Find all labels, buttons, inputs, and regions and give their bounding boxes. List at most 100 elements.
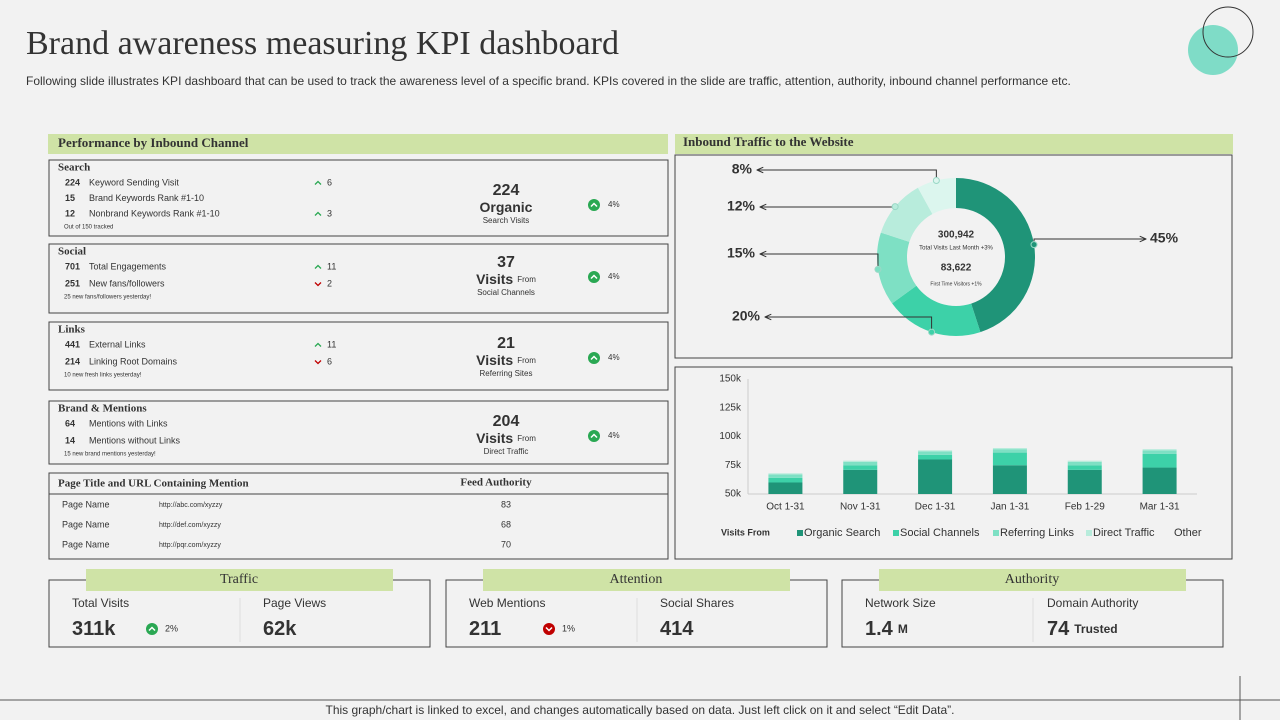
channel-note: Out of 150 tracked (64, 225, 113, 231)
legend-swatch (993, 530, 999, 536)
donut-annotation: 83,622 (941, 263, 972, 274)
kpi-label: Network Size (865, 596, 936, 610)
bar-segment (843, 465, 878, 470)
kpi-header (483, 569, 790, 591)
big-label-main: Organic (480, 199, 533, 215)
kpi-title: Attention (610, 572, 663, 587)
bar-segment (843, 469, 878, 494)
kpi-header (879, 569, 1186, 591)
leader-dot (874, 265, 882, 273)
decor-ring (1202, 6, 1254, 58)
row-value: 64 (65, 418, 75, 428)
sub-label: Social Channels (477, 288, 535, 297)
row-label: Nonbrand Keywords Rank #1-10 (89, 208, 220, 218)
channel-name: Links (58, 324, 86, 336)
channel-box (48, 321, 669, 391)
donut-label: 12% (727, 198, 756, 214)
table-value: 70 (501, 539, 511, 549)
kpi-number: 74 (1047, 618, 1070, 640)
bar-segment (1142, 449, 1177, 451)
leader-dot (932, 176, 940, 184)
big-label: Visits From (476, 271, 536, 287)
row-value: 251 (65, 278, 80, 288)
change-badge (588, 352, 600, 364)
kpi-header (86, 569, 393, 591)
legend-label: Direct Traffic (1093, 527, 1155, 539)
bar-segment (1067, 469, 1102, 494)
row-value: 15 (65, 193, 75, 203)
row-value: 14 (65, 435, 75, 445)
kpi-change: 2% (165, 623, 178, 633)
kpi-label: Page Views (263, 596, 326, 610)
row-label: External Links (89, 339, 146, 349)
row-value: 12 (65, 208, 75, 218)
row-label: New fans/followers (89, 278, 165, 288)
panel-header (675, 134, 1233, 154)
big-label-suffix: From (517, 356, 536, 365)
bar-segment (992, 452, 1027, 466)
y-tick-label: 50k (725, 489, 742, 500)
kpi-value: 311k (72, 618, 116, 640)
panel-title: Performance by Inbound Channel (58, 135, 249, 150)
table-box (48, 472, 669, 560)
bar-segment (1142, 467, 1177, 494)
kpi-title: Traffic (220, 572, 258, 587)
change-badge (146, 623, 158, 635)
row-value: 214 (65, 356, 80, 366)
kpi-value: 414 (660, 618, 694, 640)
channel-name: Social (58, 246, 86, 258)
row-change: 11 (327, 261, 336, 271)
up-arrow (314, 342, 322, 347)
kpi-unit: M (898, 622, 908, 636)
channel-name: Brand & Mentions (58, 403, 147, 415)
sub-label: Direct Traffic (484, 447, 529, 456)
change-badge (543, 623, 555, 635)
row-change: 6 (327, 356, 332, 366)
table-page: Page Name (62, 539, 110, 549)
row-label: Mentions with Links (89, 418, 168, 428)
row-change: 2 (327, 278, 332, 288)
leader-dot (928, 328, 936, 336)
up-arrow (314, 264, 322, 269)
table-page: Page Name (62, 519, 110, 529)
channel-note: 10 new fresh links yesterday! (64, 373, 142, 379)
row-label: Keyword Sending Visit (89, 177, 179, 187)
big-value: 37 (497, 254, 515, 271)
growth: 4% (608, 353, 620, 362)
channel-box (48, 400, 669, 465)
kpi-title: Authority (1005, 572, 1059, 587)
down-arrow (545, 626, 553, 632)
donut-label: 8% (732, 161, 753, 177)
table-value: 83 (501, 499, 511, 509)
legend-label: Referring Links (1000, 527, 1074, 539)
bar-segment (768, 477, 803, 483)
table-header: Feed Authority (460, 477, 532, 489)
row-label: Linking Root Domains (89, 356, 178, 366)
kpi-label: Domain Authority (1047, 596, 1138, 610)
y-tick-label: 125k (719, 402, 742, 413)
legend-label: Social Channels (900, 527, 980, 539)
donut-segment (956, 178, 1036, 333)
chart-title: Inbound Traffic to the Website (683, 134, 854, 149)
down-arrow (314, 360, 322, 365)
kpi-number: 62k (263, 618, 297, 640)
big-label: Organic (480, 199, 533, 215)
decor-circle (1188, 25, 1238, 75)
table-url: http://abc.com/xyzzy (159, 502, 223, 509)
bar-segment (1067, 460, 1102, 462)
donut-label: 15% (727, 245, 756, 261)
leader-dot (891, 203, 899, 211)
y-tick-label: 150k (719, 374, 742, 385)
big-label-main: Visits (476, 430, 513, 446)
bar-segment (768, 482, 803, 494)
x-tick-label: Feb 1-29 (1065, 502, 1105, 513)
row-value: 224 (65, 177, 80, 187)
big-label: Visits From (476, 430, 536, 446)
channel-name: Search (58, 162, 90, 174)
row-label: Mentions without Links (89, 435, 181, 445)
y-tick-label: 75k (725, 460, 742, 471)
channel-note: 15 new brand mentions yesterday! (64, 452, 156, 458)
change-badge (588, 199, 600, 211)
donut-label: 20% (732, 308, 761, 324)
